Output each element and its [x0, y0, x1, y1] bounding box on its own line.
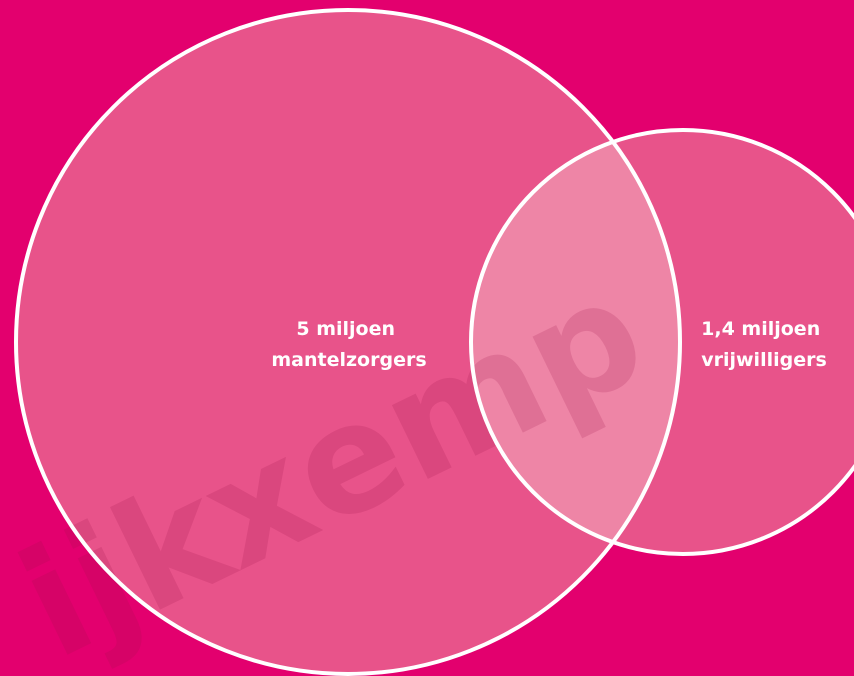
mantelzorgers-label: 5 miljoen mantelzorgers — [271, 318, 426, 371]
vrijwilligers-name: vrijwilligers — [701, 349, 827, 371]
mantelzorgers-outline — [14, 8, 682, 676]
mantelzorgers-name: mantelzorgers — [271, 349, 426, 371]
mantelzorgers-circle — [16, 10, 680, 674]
vrijwilligers-label: 1,4 miljoen vrijwilligers — [701, 318, 827, 371]
mantelzorgers-value: 5 miljoen — [296, 318, 395, 340]
vrijwilligers-outline — [469, 128, 854, 556]
vrijwilligers-value: 1,4 miljoen — [701, 318, 820, 340]
